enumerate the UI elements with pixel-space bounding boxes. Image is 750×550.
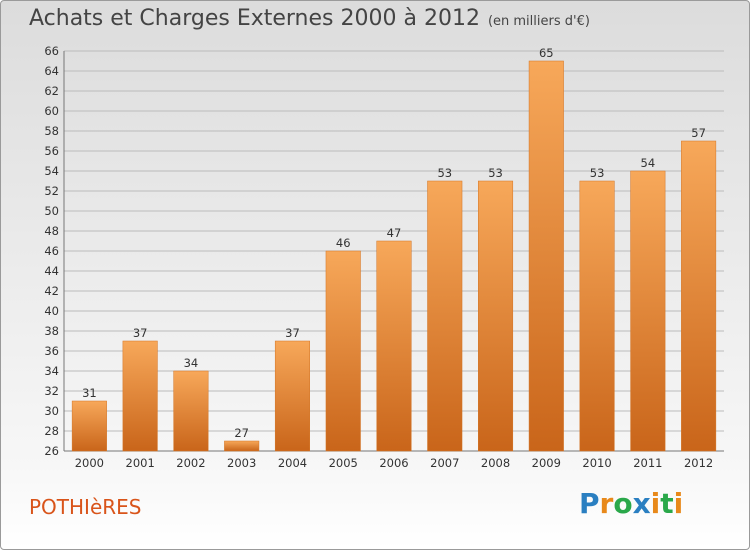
y-tick-label: 62: [44, 84, 59, 98]
y-tick-label: 44: [44, 264, 59, 278]
x-tick-label: 2009: [532, 456, 561, 470]
logo-letter: o: [613, 487, 633, 520]
y-tick-label: 50: [44, 204, 59, 218]
bar-value-label: 27: [234, 426, 249, 440]
logo-letter: t: [660, 487, 674, 520]
x-tick-label: 2006: [379, 456, 408, 470]
bar-2004: [274, 340, 310, 452]
axes: 26 28 30 32 34 36 38 40 42 44 46 48 50 52 54 56 58 60 62 64…: [44, 44, 724, 470]
y-tick-label: 66: [44, 44, 59, 58]
bar-2000: [71, 400, 107, 452]
chart-title: Achats et Charges Externes 2000 à 2012 (e…: [29, 6, 590, 31]
bar-2003: [224, 440, 260, 452]
proxiti-logo: Proxiti: [579, 487, 683, 520]
bar-value-label: 47: [387, 226, 402, 240]
y-tick-label: 56: [44, 144, 59, 158]
bar-value-label: 57: [691, 126, 706, 140]
y-tick-label: 38: [44, 324, 59, 338]
chart-unit: (en milliers d'€): [487, 14, 590, 29]
y-tick-label: 28: [44, 424, 59, 438]
bar-value-label: 31: [82, 386, 97, 400]
bar-value-label: 54: [641, 156, 656, 170]
bar-2007: [427, 180, 463, 452]
x-tick-label: 2000: [75, 456, 104, 470]
bar-value-label: 37: [285, 326, 300, 340]
bar-value-label: 37: [133, 326, 148, 340]
bar-2005: [325, 250, 361, 452]
bar-2002: [173, 370, 209, 452]
y-tick-label: 36: [44, 344, 59, 358]
x-tick-label: 2010: [582, 456, 611, 470]
x-tick-label: 2007: [430, 456, 459, 470]
bar-value-label: 34: [184, 356, 199, 370]
y-tick-label: 32: [44, 384, 59, 398]
logo-letter: x: [632, 487, 651, 520]
logo-letter: i: [650, 487, 661, 520]
bar-2008: [478, 180, 514, 452]
x-tick-label: 2011: [633, 456, 662, 470]
x-tick-label: 2012: [684, 456, 713, 470]
y-tick-label: 26: [44, 444, 59, 458]
logo-letter: r: [599, 487, 614, 520]
logo-letter: P: [579, 487, 600, 520]
logo-letter: i: [673, 487, 684, 520]
y-tick-label: 34: [44, 364, 59, 378]
bar-value-label: 53: [437, 166, 452, 180]
bar-2006: [376, 240, 412, 452]
y-tick-label: 58: [44, 124, 59, 138]
y-tick-label: 30: [44, 404, 59, 418]
x-tick-label: 2008: [481, 456, 510, 470]
y-tick-label: 52: [44, 184, 59, 198]
chart-title-text: Achats et Charges Externes 2000 à 2012: [29, 6, 480, 31]
bar-2011: [630, 170, 666, 452]
y-tick-label: 64: [44, 64, 59, 78]
x-tick-label: 2001: [126, 456, 155, 470]
city-name: POTHIèRES: [29, 495, 142, 519]
y-tick-label: 48: [44, 224, 59, 238]
y-tick-label: 46: [44, 244, 59, 258]
x-tick-label: 2003: [227, 456, 256, 470]
y-tick-label: 40: [44, 304, 59, 318]
y-tick-label: 42: [44, 284, 59, 298]
x-tick-label: 2002: [176, 456, 205, 470]
bar-2001: [122, 340, 158, 452]
bar-2010: [579, 180, 615, 452]
x-tick-label: 2004: [278, 456, 307, 470]
data-labels: 31 37 34 27 37 46 47 53 53 65 53 54 57: [82, 46, 706, 440]
bar-value-label: 53: [590, 166, 605, 180]
y-tick-label: 54: [44, 164, 59, 178]
bar-value-label: 53: [488, 166, 503, 180]
bar-2009: [528, 60, 564, 452]
y-tick-label: 60: [44, 104, 59, 118]
bar-value-label: 46: [336, 236, 351, 250]
bar-2012: [681, 140, 717, 452]
x-tick-label: 2005: [329, 456, 358, 470]
bar-value-label: 65: [539, 46, 554, 60]
bars: [71, 60, 717, 452]
